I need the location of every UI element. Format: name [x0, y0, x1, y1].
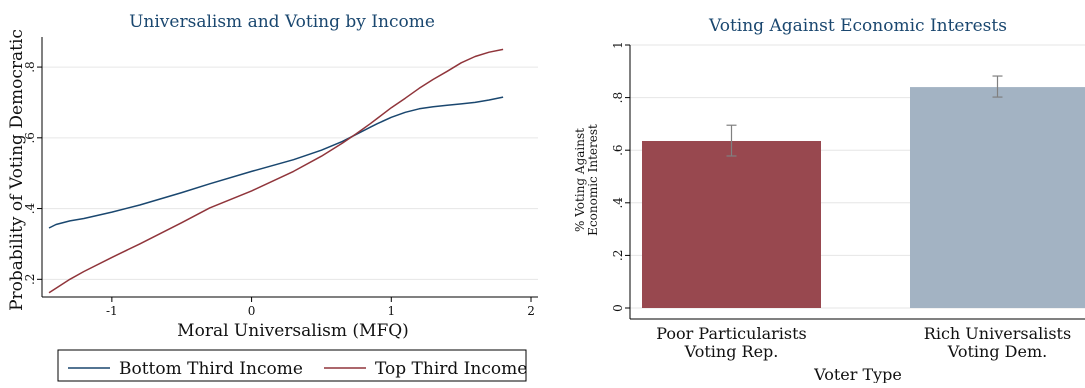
bar-chart-x-axis-label: Voter Type — [813, 365, 902, 383]
bar-chart-y-axis-label-line-2: Economic Interest — [586, 124, 600, 236]
bar-chart-y-tick-label: .2 — [611, 250, 625, 261]
error-bar — [726, 124, 737, 157]
bar-chart-y-axis-label-line-1: % Voting Against — [573, 128, 587, 232]
line-chart-y-axis-label: Probability of Voting Democratic — [7, 29, 27, 311]
line-chart-y-tick-label: .8 — [23, 61, 37, 72]
bar-chart-y-tick-label: .6 — [611, 144, 625, 155]
line-chart-title: Universalism and Voting by Income — [129, 12, 435, 32]
line-chart-x-tick-label: 0 — [248, 304, 256, 318]
legend-label-bottom-third: Bottom Third Income — [119, 359, 303, 379]
line-chart-legend: Bottom Third Income Top Third Income — [57, 349, 527, 382]
bar-chart-y-ticks: 0 .2 .4 .6 .8 1 — [611, 41, 630, 312]
bar-chart-bars — [642, 87, 1085, 308]
legend-label-top-third: Top Third Income — [375, 359, 527, 379]
line-chart-y-tick-label: .6 — [23, 132, 37, 143]
line-chart-y-ticks: .2 .4 .6 .8 — [23, 61, 42, 285]
bar-chart-category-label: Rich Universalists — [924, 324, 1071, 343]
line-chart-x-tick-label: 1 — [387, 304, 395, 318]
bar-chart-y-tick-label: .4 — [611, 197, 625, 209]
line-chart-x-axis-label: Moral Universalism (MFQ) — [177, 321, 409, 341]
legend-box — [57, 349, 527, 382]
line-chart: Universalism and Voting by Income .2 .4 .6… — [7, 12, 538, 382]
bar-chart-y-tick-label: .8 — [611, 92, 625, 103]
line-chart-x-tick-label: 2 — [527, 304, 535, 318]
bar-chart: Voting Against Economic Interests 0 .2 .4.… — [573, 16, 1085, 384]
bar-rich-universalists — [910, 87, 1085, 308]
line-series-top-third-income — [48, 48, 504, 294]
bar-chart-y-tick-label: 1 — [611, 41, 625, 49]
bar-chart-category-label: Voting Dem. — [947, 342, 1047, 361]
line-chart-x-ticks: -1 0 1 2 — [106, 297, 535, 318]
line-chart-y-tick-label: .4 — [23, 202, 37, 214]
bar-chart-category-label: Poor Particularists — [656, 324, 806, 343]
line-chart-series — [48, 48, 504, 294]
bar-chart-title: Voting Against Economic Interests — [708, 16, 1007, 36]
error-bar — [992, 75, 1003, 98]
bar-chart-category-label: Voting Rep. — [684, 342, 779, 361]
line-chart-y-tick-label: .2 — [23, 274, 37, 285]
bar-chart-error-bars — [726, 75, 1003, 157]
line-chart-x-tick-label: -1 — [106, 304, 118, 318]
bar-chart-y-tick-label: 0 — [611, 304, 625, 312]
bar-poor-particularists — [642, 140, 821, 308]
